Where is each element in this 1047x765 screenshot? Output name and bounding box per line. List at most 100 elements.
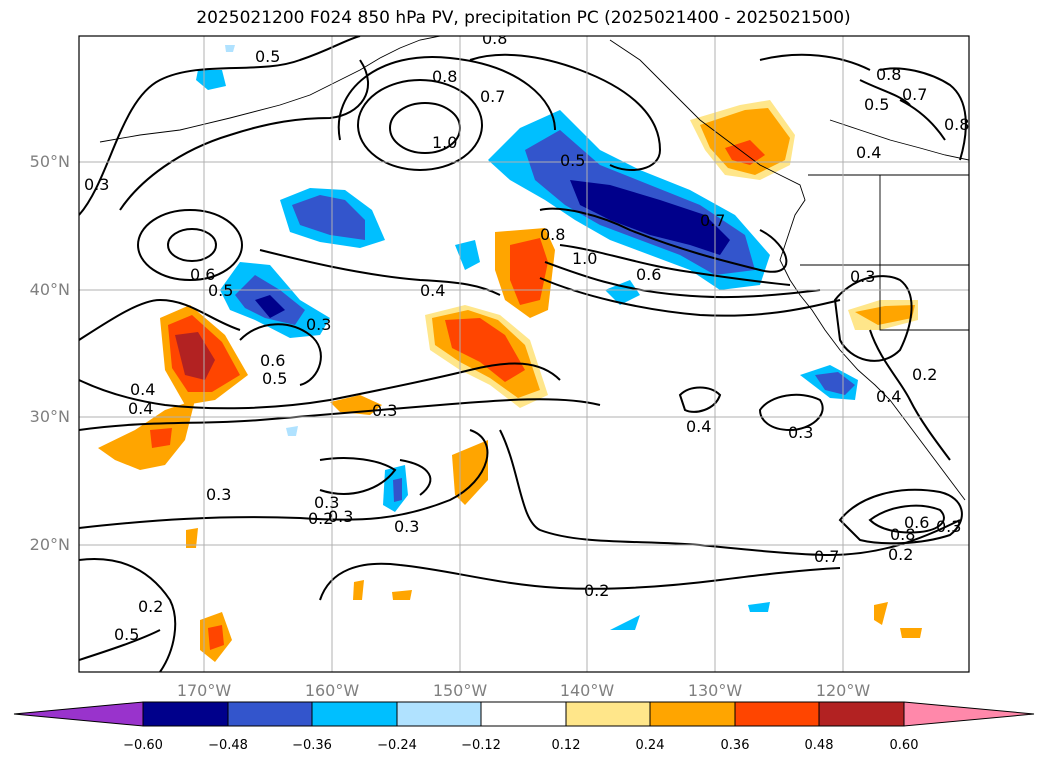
precip-neg-blob (292, 195, 365, 240)
contour-label: 0.5 (262, 369, 287, 388)
contour-label: 0.2 (888, 545, 913, 564)
lat-label: 50°N (29, 152, 70, 171)
contour-label: 0.7 (814, 547, 839, 566)
colorbar-segment (142, 701, 229, 727)
precip-neg-blob (610, 615, 640, 630)
colorbar-segment (480, 701, 567, 727)
lon-label: 130°W (687, 681, 743, 700)
contour-label: 0.3 (850, 267, 875, 286)
contour-label: 0.4 (876, 387, 901, 406)
contour-label: 0.6 (636, 265, 661, 284)
colorbar-tick-label: −0.24 (377, 738, 417, 753)
contour-label: 0.3 (936, 517, 961, 536)
colorbar-segment (734, 701, 820, 727)
precip-pos-blob (186, 528, 198, 548)
contour-label: 0.6 (260, 351, 285, 370)
lon-label: 170°W (176, 681, 232, 700)
contour-label: 0.3 (394, 517, 419, 536)
lon-label: 140°W (559, 681, 615, 700)
precip-pos-blob (855, 305, 915, 325)
precip-pos-blob (208, 625, 224, 650)
lat-label: 30°N (29, 407, 70, 426)
contour-label: 0.8 (540, 225, 565, 244)
gridlines (79, 36, 969, 672)
contour-label: 0.8 (482, 29, 507, 48)
contour-labels: 0.5 0.8 0.8 0.8 0.7 0.5 0.8 1.0 0.7 0.5 … (84, 29, 969, 644)
contour-label: 0.4 (130, 380, 155, 399)
contour-label: 0.3 (206, 485, 231, 504)
precip-shading (98, 45, 922, 662)
lat-label: 40°N (29, 280, 70, 299)
precip-neg-blob (748, 602, 770, 612)
contour-label: 0.7 (902, 85, 927, 104)
colorbar-tick-label: −0.60 (123, 738, 163, 753)
precip-pos-blob (175, 332, 215, 380)
colorbar-tick-label: 0.24 (635, 738, 665, 753)
colorbar-tick-label: −0.12 (461, 738, 501, 753)
colorbar-tick-label: −0.48 (208, 738, 248, 753)
contour-label: 0.8 (890, 525, 915, 544)
contour-label: 0.8 (876, 65, 901, 84)
colorbar-tick-label: 0.36 (720, 738, 750, 753)
precip-neg-blob (196, 70, 226, 90)
contour-label: 0.3 (788, 423, 813, 442)
precip-neg-blob (286, 426, 298, 436)
precip-neg-blob (455, 240, 480, 270)
contour-label: 0.6 (190, 265, 215, 284)
precip-neg-blob (815, 372, 855, 395)
coastlines (99, 36, 969, 501)
map-content: 0.5 0.8 0.8 0.8 0.7 0.5 0.8 1.0 0.7 0.5 … (79, 29, 969, 672)
precip-pos-blob (392, 590, 412, 600)
contour-label: 0.3 (306, 315, 331, 334)
contour-label: 0.5 (864, 95, 889, 114)
colorbar-segment (396, 701, 482, 727)
contour-label: 0.7 (700, 211, 725, 230)
precip-neg-blob (255, 295, 285, 318)
precip-pos-blob (452, 440, 488, 505)
contour-label: 1.0 (572, 249, 597, 268)
contour-label: 1.0 (432, 133, 457, 152)
contour-label: 0.8 (944, 115, 969, 134)
precip-neg-blob (605, 280, 640, 305)
precip-pos-blob (353, 580, 364, 600)
contour-label: 0.5 (255, 47, 280, 66)
map-frame (78, 35, 970, 673)
colorbar-segment (818, 701, 905, 727)
precip-neg-blob (570, 180, 730, 255)
lon-label: 120°W (815, 681, 871, 700)
contour-label: 0.2 (138, 597, 163, 616)
contour-label: 0.3 (372, 401, 397, 420)
precip-pos-blob (510, 238, 548, 305)
contour-label: 0.6 (904, 513, 929, 532)
colorbar-extend-min (13, 701, 144, 727)
contour-label: 0.2 (584, 581, 609, 600)
precip-pos-blob (150, 428, 172, 448)
colorbar-segment (311, 701, 398, 727)
lon-label: 160°W (304, 681, 360, 700)
contour-label: 0.5 (560, 151, 585, 170)
contour-label: 0.4 (420, 281, 445, 300)
colorbar-segment (649, 701, 736, 727)
colorbar-tick-label: 0.60 (889, 738, 919, 753)
colorbar-tick-label: 0.12 (551, 738, 581, 753)
colorbar-tick-label: 0.48 (804, 738, 834, 753)
contour-label: 0.4 (686, 417, 711, 436)
contour-label: 0.3 (314, 493, 339, 512)
precip-neg-blob (225, 45, 235, 52)
colorbar-segment (565, 701, 651, 727)
colorbar-segment (227, 701, 313, 727)
contour-label: 0.4 (856, 143, 881, 162)
contour-label: 0.5 (114, 625, 139, 644)
contour-label: 0.3 (84, 175, 109, 194)
contour-label: 0.4 (128, 399, 153, 418)
figure-title: 2025021200 F024 850 hPa PV, precipitatio… (196, 8, 851, 28)
contour-label: 0.7 (480, 87, 505, 106)
contour-label: 0.2 (912, 365, 937, 384)
precip-neg-blob (393, 478, 402, 502)
contour-label: 0.8 (432, 67, 457, 86)
precip-pos-blob (900, 628, 922, 638)
precip-pos-blob (874, 602, 888, 625)
contour-label: 0.5 (208, 281, 233, 300)
lon-label: 150°W (432, 681, 488, 700)
contour-label: 0.3 (328, 507, 353, 526)
